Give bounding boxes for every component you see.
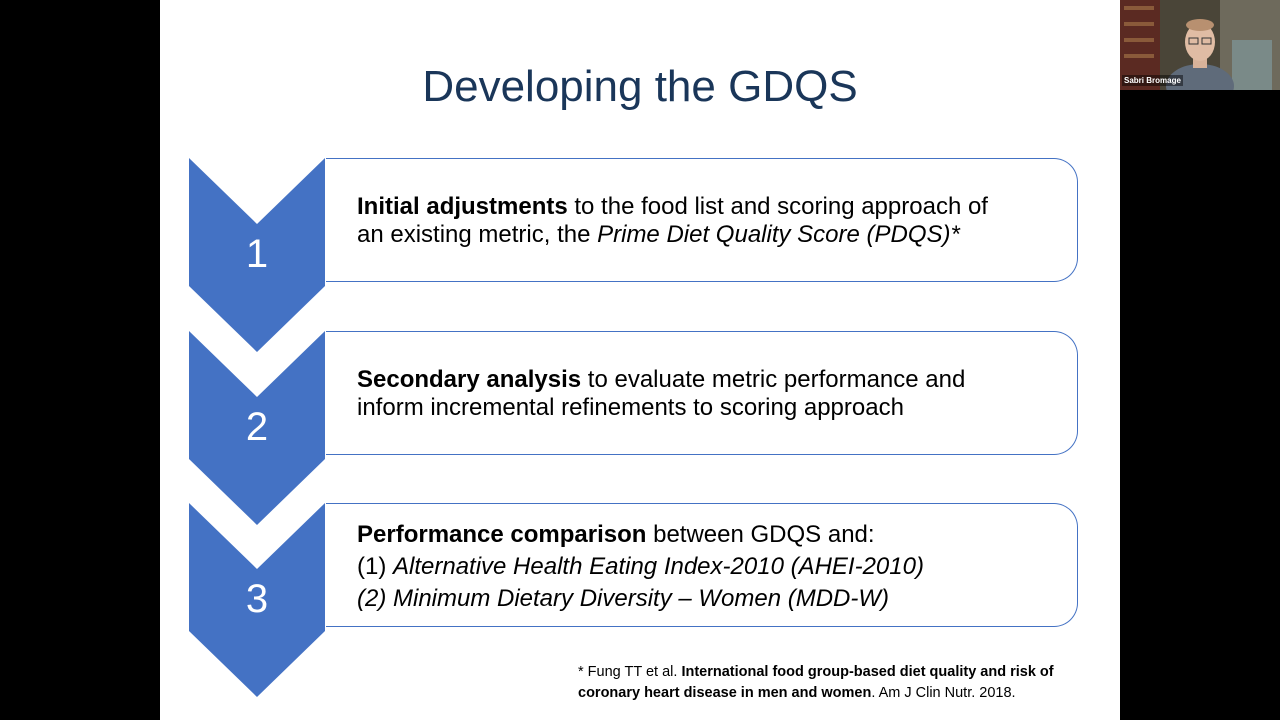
step-2-line1: to evaluate metric performance and (581, 366, 966, 393)
step-3-line3: (2) Minimum Dietary Diversity – Women (M… (357, 585, 890, 612)
footnote-bold: International food group-based diet qual… (578, 664, 1054, 701)
step-3-text: Performance comparison between GDQS and:… (357, 519, 1067, 615)
step-3-box (326, 503, 1078, 627)
step-2-chevron (189, 331, 325, 525)
step-2-bold: Secondary analysis (357, 366, 582, 393)
step-1-number: 1 (245, 232, 269, 276)
step-1-chevron (189, 158, 325, 352)
step-3-number: 3 (245, 577, 269, 621)
footnote-suffix: . Am J Clin Nutr. 2018. (871, 685, 1016, 701)
step-2-text: Secondary analysis to evaluate metric pe… (357, 366, 1067, 422)
step-1-bold: Initial adjustments (357, 193, 568, 220)
step-2-number: 2 (245, 405, 269, 449)
step-1-box (326, 158, 1078, 282)
step-3-line1: between GDQS and: (646, 521, 875, 548)
participant-video-tile[interactable]: Sabri Bromage (1120, 0, 1280, 90)
participant-name-label: Sabri Bromage (1122, 75, 1183, 86)
participant-video-image (1120, 0, 1280, 90)
step-1-line2: an existing metric, the (357, 221, 598, 248)
footnote: * Fung TT et al. International food grou… (578, 662, 1098, 704)
slide-title: Developing the GDQS (422, 62, 858, 111)
presentation-slide: Developing the GDQS 1 Initial adjustment… (160, 0, 1120, 720)
step-3-chevron (189, 503, 325, 697)
step-1-line2-italic: Prime Diet Quality Score (PDQS)* (597, 221, 960, 248)
step-3-line2: (1) (357, 553, 393, 580)
step-1-text: Initial adjustments to the food list and… (357, 193, 1067, 249)
step-2-box (326, 331, 1078, 455)
step-1-line1: to the food list and scoring approach of (567, 193, 988, 220)
step-2-line2: inform incremental refinements to scorin… (357, 394, 904, 421)
step-3-line2-italic: Alternative Health Eating Index-2010 (AH… (393, 553, 924, 580)
footnote-prefix: * Fung TT et al. (578, 664, 682, 680)
step-3-bold: Performance comparison (357, 521, 647, 548)
